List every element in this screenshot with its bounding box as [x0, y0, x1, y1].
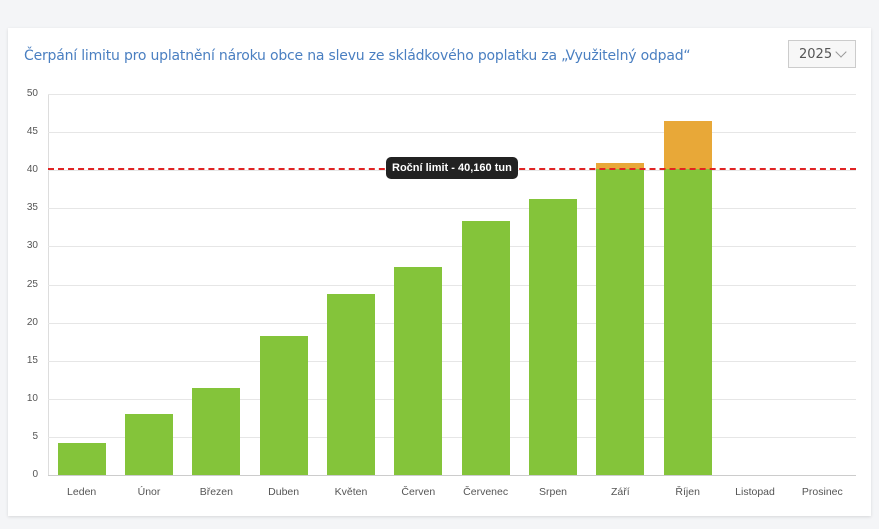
x-tick-label: Květen — [334, 486, 368, 498]
bar-květen[interactable] — [327, 293, 375, 475]
y-tick-label: 30 — [26, 240, 38, 252]
y-tick-label: 45 — [26, 126, 38, 138]
bar-březen[interactable] — [192, 388, 241, 475]
gridline — [48, 399, 856, 400]
bar-srpen[interactable] — [529, 199, 577, 475]
gridline — [48, 132, 856, 133]
bar-duben[interactable] — [259, 336, 308, 475]
x-tick-label: Březen — [199, 486, 233, 498]
x-tick-label: Srpen — [538, 486, 568, 498]
y-tick-label: 35 — [26, 202, 38, 214]
bar-září[interactable] — [596, 163, 645, 169]
bar-červenec[interactable] — [461, 221, 510, 475]
year-select-value: 2025 — [799, 46, 833, 62]
gridline — [48, 208, 856, 209]
bar-říjen[interactable] — [663, 120, 712, 169]
y-tick-label: 15 — [26, 354, 38, 366]
x-tick-label: Červenec — [463, 486, 509, 498]
y-tick-label: 0 — [32, 469, 38, 480]
chevron-down-icon — [835, 46, 847, 58]
y-tick-label: 40 — [26, 164, 38, 176]
bar-únor[interactable] — [125, 414, 173, 475]
gridline — [48, 285, 856, 286]
annual-limit-label: Roční limit - 40,160 tun — [386, 156, 518, 179]
year-select[interactable]: 2025 — [788, 40, 856, 68]
bar-červen[interactable] — [394, 266, 443, 475]
gridline — [48, 246, 856, 247]
x-tick-label: Září — [610, 486, 630, 498]
chart-title: Čerpání limitu pro uplatnění nároku obce… — [24, 48, 691, 64]
bar-leden[interactable] — [57, 442, 106, 475]
x-tick-label: Duben — [268, 486, 300, 498]
gridline — [48, 94, 856, 95]
x-tick-label: Leden — [67, 486, 97, 498]
gridline — [48, 323, 856, 324]
y-axis-line — [48, 94, 49, 475]
y-tick-label: 50 — [26, 88, 38, 99]
y-tick-label: 25 — [26, 278, 38, 290]
y-tick-label: 5 — [32, 430, 38, 442]
x-tick-label: Říjen — [675, 486, 700, 498]
y-tick-label: 20 — [26, 316, 38, 328]
bar-říjen[interactable] — [663, 168, 712, 475]
x-tick-label: Listopad — [735, 486, 775, 498]
x-tick-label: Červen — [401, 486, 436, 498]
gridline — [48, 437, 856, 438]
y-tick-label: 10 — [26, 392, 38, 404]
gridline — [48, 361, 856, 362]
x-tick-label: Prosinec — [801, 486, 843, 498]
gridline — [48, 475, 856, 476]
x-tick-label: Únor — [137, 486, 161, 498]
bar-září[interactable] — [596, 168, 645, 475]
